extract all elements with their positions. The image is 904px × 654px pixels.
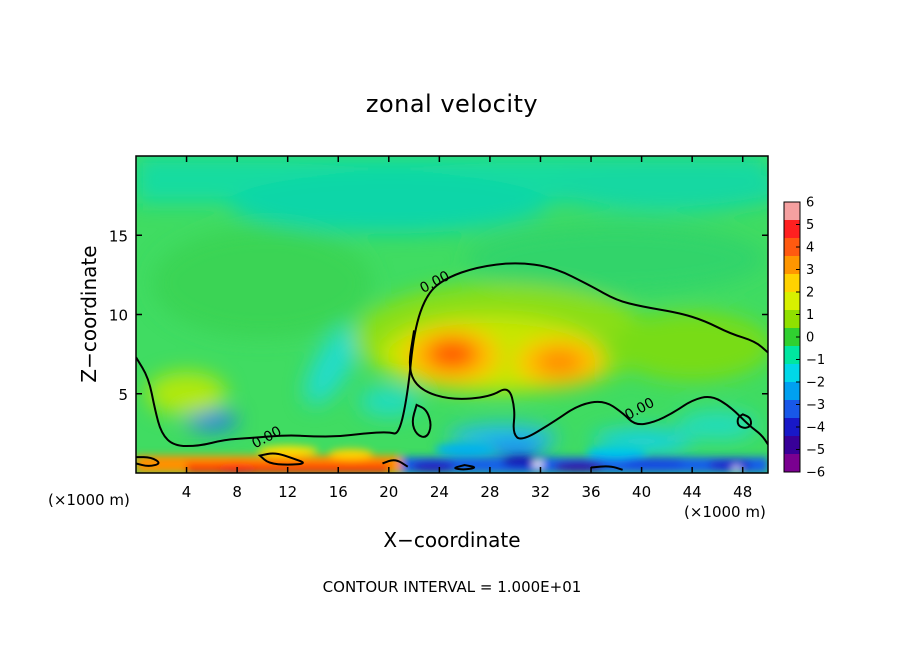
colorbar-swatch	[784, 310, 800, 329]
x-unit-left: (×1000 m)	[48, 491, 130, 509]
x-tick-label: 28	[480, 483, 499, 501]
colorbar-label: 4	[806, 241, 814, 256]
colorbar-swatch	[784, 418, 800, 437]
contour-line	[411, 403, 432, 438]
near-surface-patch	[708, 460, 753, 471]
contour-line	[454, 464, 476, 471]
colorbar-label: −4	[806, 421, 825, 436]
field-blob	[228, 173, 549, 234]
colorbar-swatch	[784, 436, 800, 455]
near-surface-patch	[731, 466, 742, 471]
near-surface-patch	[531, 461, 544, 468]
x-tick-label: 36	[581, 483, 600, 501]
x-tick-label: 16	[329, 483, 348, 501]
x-axis-label: X−coordinate	[383, 528, 520, 552]
y-tick-label: 10	[109, 307, 128, 325]
colorbar-swatch	[784, 382, 800, 401]
x-tick-label: 8	[232, 483, 242, 501]
field-blobs	[136, 156, 768, 463]
contour-line	[736, 413, 753, 429]
field-blob	[466, 224, 767, 295]
x-tick-label: 4	[182, 483, 192, 501]
x-tick-label: 20	[379, 483, 398, 501]
chart-title: zonal velocity	[366, 90, 538, 118]
field-blob	[535, 349, 584, 376]
field-blob	[146, 371, 227, 416]
colorbar-swatch	[784, 238, 800, 257]
x-tick-label: 24	[430, 483, 449, 501]
near-surface-patch	[411, 460, 456, 473]
x-tick-label: 32	[531, 483, 550, 501]
field-blob	[358, 386, 419, 417]
y-axis-label: Z−coordinate	[77, 245, 101, 382]
colorbar-swatch	[784, 454, 800, 473]
field-blob	[546, 162, 768, 213]
x-unit-right: (×1000 m)	[684, 503, 766, 521]
x-tick-label: 12	[278, 483, 297, 501]
colorbar-label: 2	[806, 286, 814, 301]
contour-line	[382, 459, 409, 468]
colorbar-label: 1	[806, 308, 814, 323]
y-tick-label: 15	[109, 227, 128, 245]
colorbar-swatch	[784, 292, 800, 311]
contour-line	[136, 456, 160, 467]
colorbar-swatch	[784, 274, 800, 293]
x-tick-label: 44	[683, 483, 702, 501]
colorbar-label: −1	[806, 353, 825, 368]
contour-line	[408, 330, 768, 446]
x-tick-label: 48	[733, 483, 752, 501]
field-blob	[426, 339, 478, 370]
colorbar-swatch	[784, 220, 800, 239]
colorbar-label: 5	[806, 218, 814, 233]
colorbar-label: 3	[806, 263, 814, 278]
plot-field	[136, 156, 768, 473]
colorbar: 6 5 4 3 2 1 0 −1 −2 −3 −4 −5 −6	[783, 196, 825, 481]
near-surface-patch	[328, 448, 373, 459]
y-axis: 5 10 15	[109, 227, 768, 404]
colorbar-swatch	[784, 328, 800, 347]
colorbar-swatch	[784, 202, 800, 221]
contour-line	[257, 452, 304, 466]
contour-line	[590, 465, 623, 471]
colorbar-swatch	[784, 346, 800, 365]
colorbar-label: −6	[806, 466, 825, 481]
colorbar-label: 6	[806, 196, 814, 211]
near-surface-patch	[624, 457, 685, 470]
near-surface-patch	[501, 455, 542, 468]
field-blob	[612, 311, 768, 382]
zero-contour	[136, 262, 768, 448]
colorbar-label: −5	[806, 443, 825, 458]
y-tick-label: 5	[118, 386, 128, 404]
field-blob	[185, 410, 238, 431]
colorbar-swatch	[784, 364, 800, 383]
near-surface-patch	[586, 446, 647, 459]
colorbar-label: −2	[806, 376, 825, 391]
field-blob	[152, 227, 373, 338]
colorbar-label: −3	[806, 398, 825, 413]
near-surface-patch	[434, 443, 495, 456]
contour-interval-note: CONTOUR INTERVAL = 1.000E+01	[323, 578, 582, 596]
x-axis: 4 8 12 16 20 24 28 32 36 40 44 48	[182, 156, 752, 501]
x-tick-label: 40	[632, 483, 651, 501]
colorbar-label: 0	[806, 331, 814, 346]
field-blob	[304, 325, 360, 406]
extra-contours	[136, 330, 768, 471]
colorbar-swatch	[784, 256, 800, 275]
colorbar-swatch	[784, 400, 800, 419]
